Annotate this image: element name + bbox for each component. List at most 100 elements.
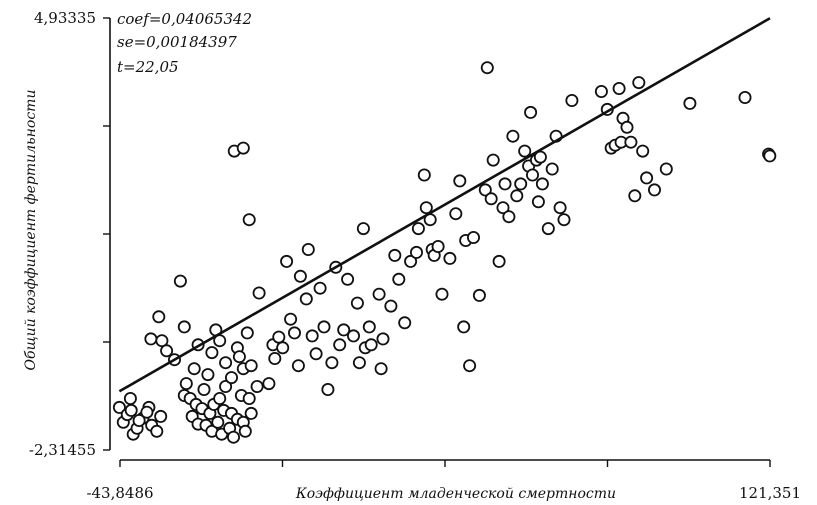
data-point [334,339,345,350]
data-point [486,193,497,204]
data-point [527,169,538,180]
data-point [499,178,510,189]
data-point [153,311,164,322]
data-point [141,407,152,418]
stat-t: t=22,05 [117,58,179,76]
data-point [202,369,213,380]
data-point [366,339,377,350]
data-point [596,86,607,97]
data-point [614,83,625,94]
data-point [511,190,522,201]
data-point [220,357,231,368]
data-point [376,363,387,374]
data-point [238,143,249,154]
data-point [739,92,750,103]
data-point [482,62,493,73]
data-point [295,271,306,282]
data-point [515,178,526,189]
data-point [189,363,200,374]
y-axis-ticks [103,18,110,450]
data-point [198,384,209,395]
data-point [503,211,514,222]
data-point [436,289,447,300]
data-point [433,241,444,252]
data-point [240,426,251,437]
x-axis-title: Коэффициент младенческой смертности [295,486,616,502]
data-point [358,223,369,234]
data-point [151,426,162,437]
data-point [226,372,237,383]
data-point [547,163,558,174]
data-point [374,289,385,300]
data-point [411,247,422,258]
data-point [649,184,660,195]
data-point [342,274,353,285]
data-point [494,256,505,267]
data-point [348,330,359,341]
data-point [246,360,257,371]
stat-se: se=0,00184397 [117,33,237,51]
data-point [507,131,518,142]
x-axis-ticks [120,460,770,467]
data-point [393,274,404,285]
y-tick-label-max: 4,93335 [34,9,96,27]
data-points [114,62,776,443]
y-tick-label-min: -2,31455 [29,441,96,459]
stat-coef: coef=0,04065342 [117,10,252,28]
data-point [661,163,672,174]
data-point [629,190,640,201]
data-point [566,95,577,106]
data-point [289,327,300,338]
data-point [155,411,166,422]
data-point [354,357,365,368]
data-point [126,405,137,416]
data-point [244,214,255,225]
data-point [244,393,255,404]
data-point [543,223,554,234]
data-point [625,137,636,148]
y-axis-title: Общий коэффициент фертильности [23,90,39,371]
data-point [293,360,304,371]
data-point [764,150,775,161]
data-point [234,351,245,362]
x-tick-label-max: 121,351 [739,484,801,502]
data-point [263,378,274,389]
data-point [621,122,632,133]
data-point [488,155,499,166]
data-point [322,384,333,395]
data-point [468,232,479,243]
data-point [352,298,363,309]
data-point [277,342,288,353]
data-point [175,276,186,287]
data-point [637,146,648,157]
data-point [212,417,223,428]
data-point [450,208,461,219]
data-point [399,317,410,328]
data-point [537,178,548,189]
data-point [633,77,644,88]
data-point [385,301,396,312]
data-point [519,146,530,157]
data-point [326,357,337,368]
data-point [269,353,280,364]
data-point [641,172,652,183]
data-point [246,408,257,419]
data-point [444,253,455,264]
data-point [458,321,469,332]
data-point [252,381,263,392]
data-point [181,378,192,389]
data-point [364,321,375,332]
data-point [413,223,424,234]
data-point [377,333,388,344]
data-point [474,290,485,301]
x-tick-label-min: -43,8486 [86,484,153,502]
data-point [318,321,329,332]
data-point [301,293,312,304]
data-point [254,287,265,298]
data-point [214,393,225,404]
data-point [311,348,322,359]
data-point [558,214,569,225]
data-point [303,244,314,255]
data-point [555,202,566,213]
